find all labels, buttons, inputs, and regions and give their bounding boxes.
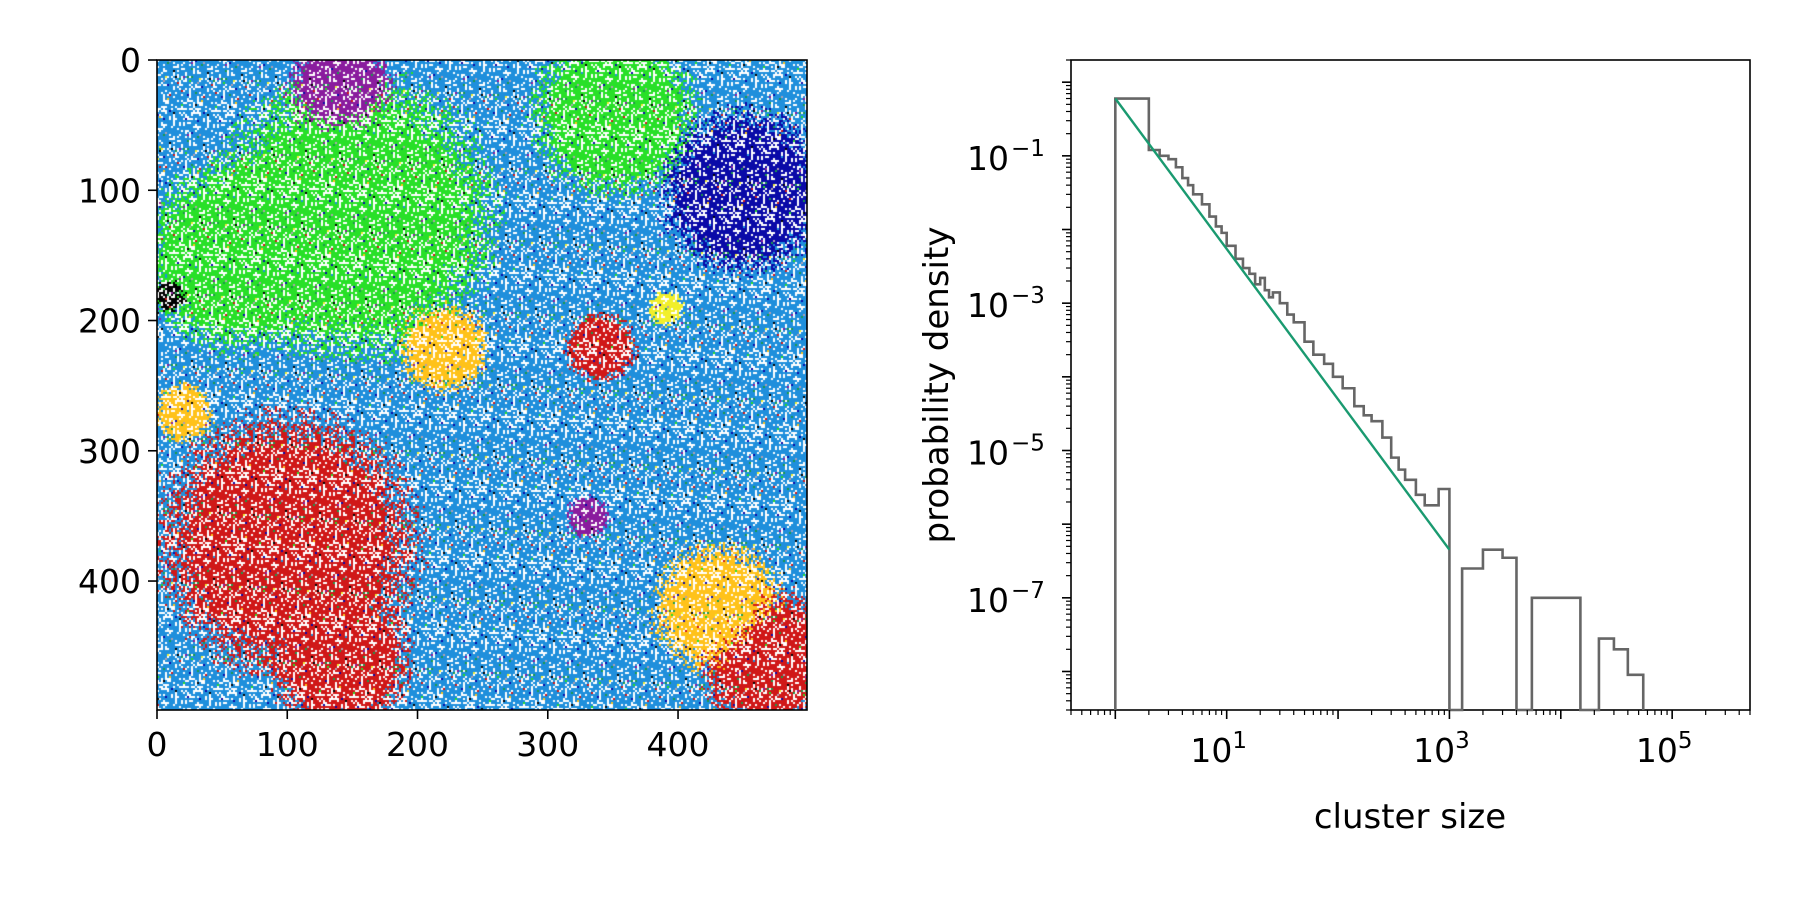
histogram-xtick-label: 103 xyxy=(1413,728,1470,770)
lattice-image xyxy=(157,60,807,710)
x-axis-label: cluster size xyxy=(1314,797,1506,837)
histogram-ytick-label: 10 xyxy=(967,139,1009,178)
lattice-frame xyxy=(156,59,808,711)
histogram-xtick-label: 101 xyxy=(1190,728,1247,770)
histogram-ytick-label: 10 xyxy=(967,433,1009,472)
histogram-frame xyxy=(1070,59,1751,711)
histogram-ytick-exponent: −3 xyxy=(1011,283,1045,309)
histogram-ytick-label: 10 xyxy=(967,286,1009,325)
lattice-panel: 0 100 200 300 400 0 100 200 300 400 xyxy=(78,41,808,764)
histogram-ytick-exponent: −5 xyxy=(1011,430,1045,456)
y-axis-label: probability density xyxy=(917,227,957,544)
histogram-ytick-label: 10 xyxy=(967,581,1009,620)
lattice-xtick-label: 0 xyxy=(147,725,168,764)
lattice-ytick-label: 0 xyxy=(120,41,141,80)
lattice-xtick-label: 200 xyxy=(386,725,449,764)
lattice-ytick-label: 300 xyxy=(78,432,141,471)
lattice-ytick-label: 200 xyxy=(78,302,141,341)
histogram-ytick-exponent: −1 xyxy=(1011,136,1045,162)
lattice-xtick-label: 400 xyxy=(647,725,710,764)
lattice-xtick-label: 100 xyxy=(256,725,319,764)
lattice-ytick-label: 100 xyxy=(78,171,141,210)
histogram-xtick-label: 105 xyxy=(1636,728,1693,770)
lattice-xtick-label: 300 xyxy=(516,725,579,764)
lattice-ytick-label: 400 xyxy=(78,562,141,601)
histogram-series xyxy=(1114,97,1645,712)
histogram-ytick-exponent: −7 xyxy=(1011,578,1045,604)
power-law-fit-line xyxy=(1114,97,1451,551)
